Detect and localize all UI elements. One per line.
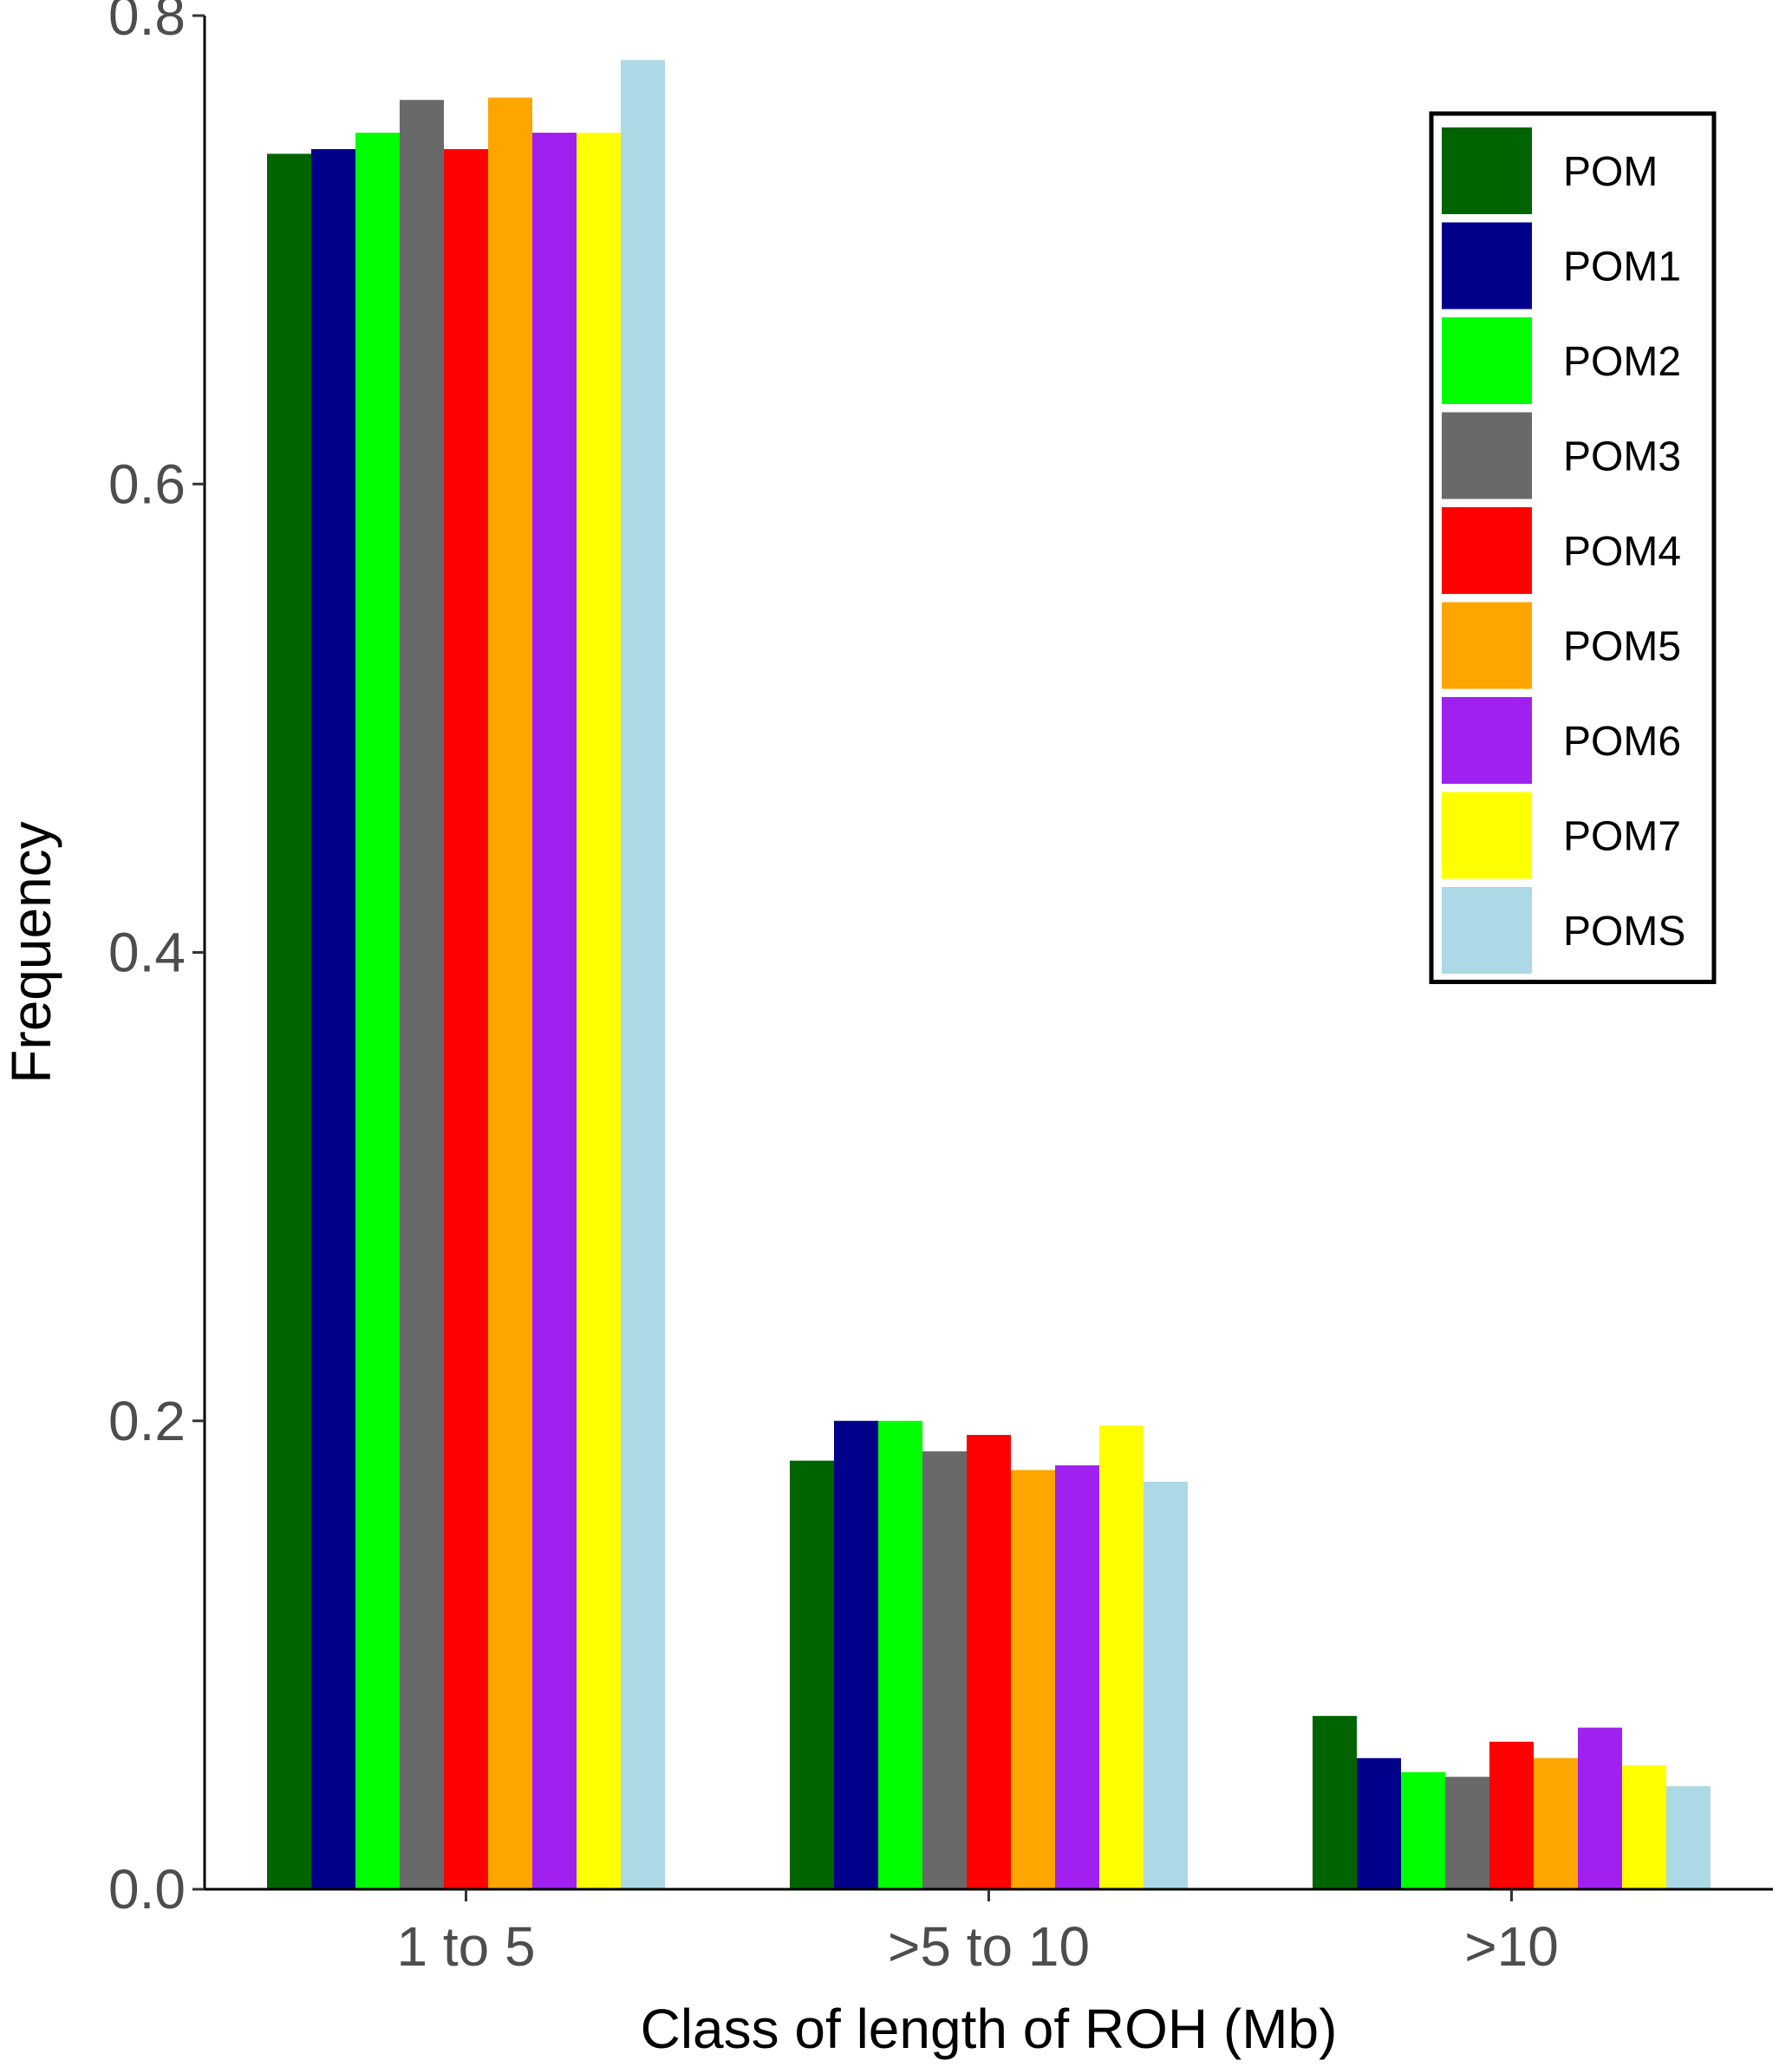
y-tick-label: 0.2 [108, 1390, 186, 1452]
legend-key-pom [1442, 127, 1532, 214]
bar-pom7-1 [1099, 1425, 1144, 1889]
legend-key-pom3 [1442, 412, 1532, 499]
legend-key-pom7 [1442, 792, 1532, 879]
y-tick-label: 0.8 [108, 0, 186, 47]
legend-label-pom: POM [1563, 149, 1658, 195]
bars-group [267, 60, 1711, 1890]
bar-pom7-0 [577, 133, 621, 1889]
bar-pom1-2 [1357, 1757, 1401, 1889]
bar-pom7-2 [1622, 1764, 1666, 1889]
bar-pom6-0 [532, 133, 577, 1889]
legend-label-pom3: POM3 [1563, 434, 1681, 480]
y-tick-label: 0.0 [108, 1858, 186, 1920]
y-ticks-group: 0.0 0.2 0.4 0.6 0.8 [108, 0, 205, 1920]
x-tick-label: >10 [1464, 1915, 1559, 1978]
bar-pom6-1 [1055, 1465, 1099, 1889]
legend-key-poms [1442, 887, 1532, 974]
bar-pom-2 [1313, 1716, 1357, 1889]
legend-key-pom5 [1442, 602, 1532, 689]
bar-pom2-2 [1401, 1771, 1445, 1889]
x-axis-title: Class of length of ROH (Mb) [641, 1998, 1338, 2060]
bar-poms-2 [1666, 1786, 1711, 1889]
legend-label-pom4: POM4 [1563, 529, 1681, 575]
bar-pom4-0 [444, 148, 488, 1890]
bar-pom4-1 [967, 1434, 1011, 1889]
legend-key-pom2 [1442, 317, 1532, 404]
y-tick-label: 0.6 [108, 453, 186, 515]
y-axis-title: Frequency [0, 821, 62, 1083]
bar-pom2-1 [878, 1420, 922, 1889]
legend-label-pom7: POM7 [1563, 814, 1681, 860]
bar-pom5-2 [1534, 1757, 1578, 1889]
y-tick-label: 0.4 [108, 922, 186, 984]
legend-label-poms: POMS [1563, 909, 1685, 955]
bar-pom-1 [790, 1460, 834, 1889]
legend-key-pom4 [1442, 507, 1532, 594]
bar-pom3-1 [922, 1451, 967, 1889]
bar-pom-0 [267, 153, 311, 1889]
bar-poms-1 [1144, 1481, 1188, 1889]
x-ticks-group: 1 to 5 >5 to 10 >10 [396, 1889, 1559, 1978]
legend-label-pom6: POM6 [1563, 719, 1681, 765]
legend-key-pom6 [1442, 697, 1532, 784]
bar-poms-0 [621, 60, 665, 1890]
bar-pom3-2 [1445, 1777, 1489, 1889]
legend: POM POM1 POM2 POM3 POM4 POM5 POM6 POM7 POMS [1429, 111, 1717, 984]
bar-pom2-0 [355, 133, 400, 1889]
bar-pom6-2 [1578, 1727, 1622, 1889]
bar-pom4-2 [1489, 1741, 1534, 1889]
legend-label-pom5: POM5 [1563, 624, 1681, 670]
legend-label-pom2: POM2 [1563, 339, 1681, 385]
bar-pom1-1 [834, 1420, 878, 1889]
legend-key-pom1 [1442, 222, 1532, 310]
bar-pom5-0 [488, 97, 532, 1890]
bar-pom5-1 [1011, 1470, 1055, 1889]
bar-pom1-0 [311, 148, 355, 1890]
bar-pom3-0 [400, 100, 444, 1889]
legend-label-pom1: POM1 [1563, 245, 1681, 290]
x-tick-label: >5 to 10 [888, 1915, 1090, 1978]
x-tick-label: 1 to 5 [396, 1915, 535, 1978]
